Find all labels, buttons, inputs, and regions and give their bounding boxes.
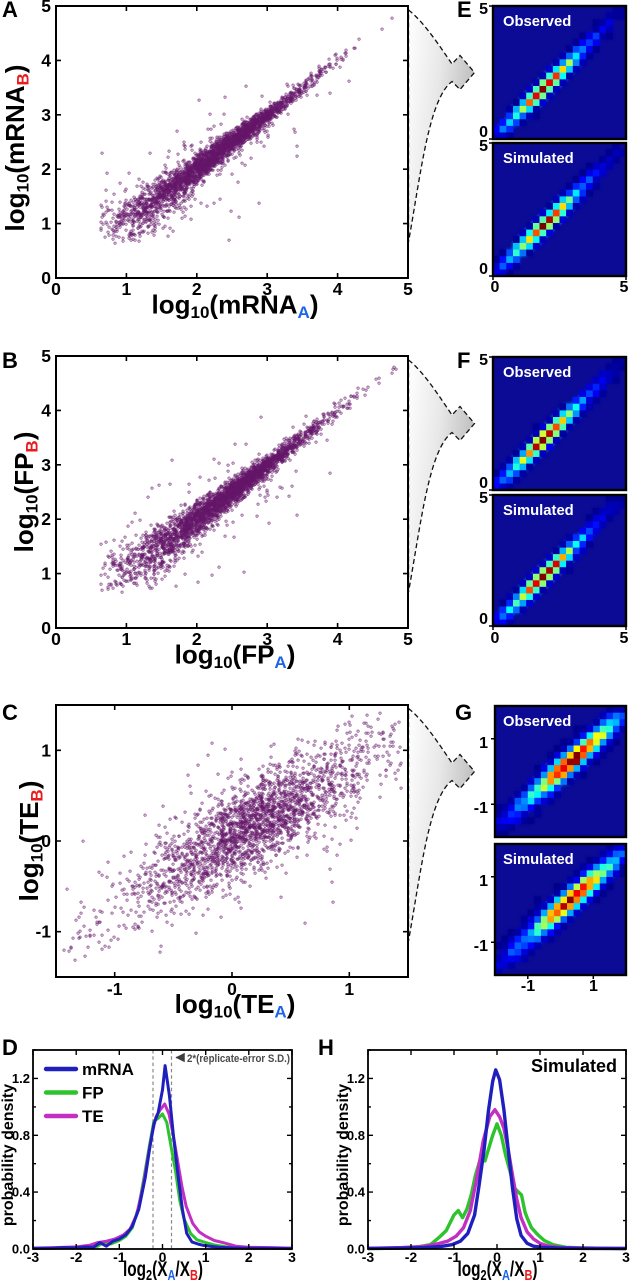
svg-text:1: 1 xyxy=(41,214,51,234)
svg-text:1.2: 1.2 xyxy=(12,1071,30,1086)
svg-text:1: 1 xyxy=(202,1249,210,1265)
svg-text:4: 4 xyxy=(41,400,51,420)
svg-text:0: 0 xyxy=(479,261,488,278)
svg-text:5: 5 xyxy=(403,279,413,299)
svg-text:4: 4 xyxy=(333,629,343,649)
svg-text:log2(XA/XB): log2(XA/XB) xyxy=(458,1258,538,1280)
svg-text:0.0: 0.0 xyxy=(347,1242,365,1257)
svg-text:B: B xyxy=(2,348,18,373)
svg-text:2: 2 xyxy=(41,509,51,529)
svg-text:-1: -1 xyxy=(474,800,488,817)
svg-text:3: 3 xyxy=(622,1249,630,1265)
svg-text:0: 0 xyxy=(41,268,51,288)
svg-text:1: 1 xyxy=(589,978,598,995)
svg-text:1: 1 xyxy=(536,1249,544,1265)
svg-text:2*(replicate-error S.D.): 2*(replicate-error S.D.) xyxy=(187,1053,290,1065)
svg-text:-1: -1 xyxy=(107,979,123,999)
svg-text:-2: -2 xyxy=(70,1249,83,1265)
svg-text:-3: -3 xyxy=(362,1249,375,1265)
svg-text:0.8: 0.8 xyxy=(347,1128,365,1143)
svg-text:5: 5 xyxy=(41,0,51,16)
svg-text:probability density: probability density xyxy=(0,1084,17,1226)
svg-text:H: H xyxy=(318,1035,334,1060)
svg-text:1: 1 xyxy=(479,873,488,890)
svg-text:Simulated: Simulated xyxy=(503,151,574,167)
svg-text:0: 0 xyxy=(41,618,51,638)
svg-text:1: 1 xyxy=(479,735,488,752)
svg-text:5: 5 xyxy=(479,138,488,155)
svg-text:-1: -1 xyxy=(35,922,51,942)
svg-text:5: 5 xyxy=(479,1,488,18)
svg-text:0: 0 xyxy=(493,1249,501,1265)
svg-text:0: 0 xyxy=(479,475,488,492)
svg-text:0: 0 xyxy=(51,279,61,299)
svg-text:2: 2 xyxy=(192,279,202,299)
svg-text:1: 1 xyxy=(122,629,132,649)
svg-text:5: 5 xyxy=(479,490,488,507)
svg-text:1.2: 1.2 xyxy=(347,1071,365,1086)
svg-text:0: 0 xyxy=(479,611,488,628)
svg-text:0: 0 xyxy=(491,279,500,296)
svg-text:A: A xyxy=(2,0,18,22)
svg-text:Observed: Observed xyxy=(503,365,571,381)
svg-text:2: 2 xyxy=(41,159,51,179)
svg-text:probability density: probability density xyxy=(335,1084,352,1226)
svg-text:1: 1 xyxy=(41,740,51,760)
svg-text:Observed: Observed xyxy=(503,14,571,30)
svg-text:3: 3 xyxy=(288,1249,296,1265)
svg-text:5: 5 xyxy=(620,279,629,296)
svg-text:1: 1 xyxy=(344,979,354,999)
svg-text:1: 1 xyxy=(122,279,132,299)
svg-text:E: E xyxy=(457,0,472,22)
svg-text:2: 2 xyxy=(245,1249,253,1265)
svg-text:-1: -1 xyxy=(474,938,488,955)
svg-text:5: 5 xyxy=(620,630,629,647)
svg-text:-1: -1 xyxy=(448,1249,461,1265)
svg-text:0.0: 0.0 xyxy=(12,1242,30,1257)
svg-text:log10(FPA): log10(FPA) xyxy=(175,640,296,673)
svg-text:F: F xyxy=(457,348,470,373)
svg-text:5: 5 xyxy=(479,352,488,369)
svg-text:2: 2 xyxy=(192,629,202,649)
svg-text:0: 0 xyxy=(51,629,61,649)
svg-text:FP: FP xyxy=(82,1084,104,1103)
svg-text:-2: -2 xyxy=(405,1249,418,1265)
svg-text:C: C xyxy=(2,700,18,725)
svg-text:TE: TE xyxy=(82,1107,104,1126)
svg-text:-3: -3 xyxy=(27,1249,40,1265)
svg-text:4: 4 xyxy=(41,50,51,70)
svg-text:2: 2 xyxy=(579,1249,587,1265)
svg-text:1: 1 xyxy=(41,564,51,584)
svg-text:mRNA: mRNA xyxy=(82,1060,134,1079)
svg-text:3: 3 xyxy=(262,279,272,299)
svg-text:0.4: 0.4 xyxy=(347,1185,366,1200)
svg-text:-1: -1 xyxy=(113,1249,126,1265)
svg-text:Simulated: Simulated xyxy=(531,1056,617,1076)
svg-text:4: 4 xyxy=(333,279,343,299)
svg-text:3: 3 xyxy=(41,105,51,125)
svg-text:log10(mRNAA): log10(mRNAA) xyxy=(152,290,319,323)
svg-text:0: 0 xyxy=(159,1249,167,1265)
svg-text:0: 0 xyxy=(479,124,488,141)
svg-text:log2(XA/XB): log2(XA/XB) xyxy=(123,1258,203,1280)
svg-text:log10(mRNAB): log10(mRNAB) xyxy=(0,65,33,232)
svg-text:0: 0 xyxy=(227,979,237,999)
svg-text:G: G xyxy=(455,700,472,725)
svg-text:D: D xyxy=(2,1035,18,1060)
svg-text:3: 3 xyxy=(262,629,272,649)
svg-text:3: 3 xyxy=(41,455,51,475)
svg-text:-1: -1 xyxy=(521,978,535,995)
svg-text:5: 5 xyxy=(403,629,413,649)
svg-text:0: 0 xyxy=(491,630,500,647)
svg-text:Observed: Observed xyxy=(503,714,571,730)
svg-text:Simulated: Simulated xyxy=(503,503,574,519)
svg-text:Simulated: Simulated xyxy=(503,852,574,868)
svg-text:0: 0 xyxy=(41,831,51,851)
svg-text:0.8: 0.8 xyxy=(12,1128,30,1143)
svg-text:0.4: 0.4 xyxy=(12,1185,31,1200)
svg-text:5: 5 xyxy=(41,346,51,366)
